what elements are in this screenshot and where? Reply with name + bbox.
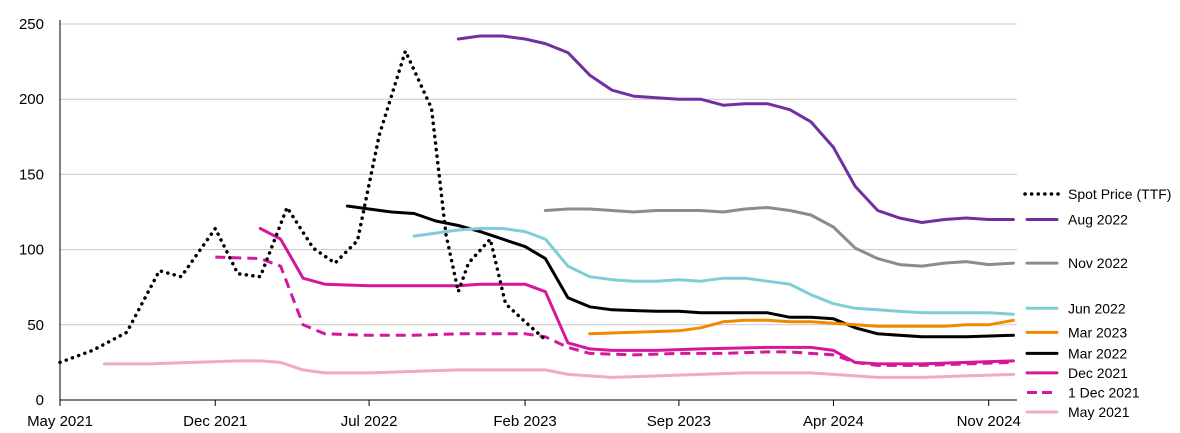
- legend-label: Aug 2022: [1068, 212, 1128, 228]
- legend-label: Dec 2021: [1068, 365, 1128, 381]
- y-tick-label: 200: [19, 91, 44, 108]
- legend: Spot Price (TTF) Aug 2022 Nov 2022 Jun 2022…: [1023, 186, 1171, 420]
- x-tick-label: Apr 2024: [803, 413, 864, 430]
- x-tick-label: Dec 2021: [183, 413, 247, 430]
- grid-lines: [60, 23, 1017, 326]
- legend-label: Jun 2022: [1068, 300, 1126, 316]
- x-axis-ticks: May 2021 Dec 2021 Jul 2022 Feb 2023 Sep 2023…: [27, 400, 1021, 430]
- legend-label: Mar 2023: [1068, 324, 1127, 340]
- y-axis-ticks: 0 50 100 150 200 250: [19, 16, 44, 409]
- x-tick-label: Sep 2023: [647, 413, 711, 430]
- legend-label: 1 Dec 2021: [1068, 384, 1140, 400]
- legend-label: Nov 2022: [1068, 255, 1128, 271]
- series-line-jun-2022: [412, 227, 1015, 316]
- series-line-spot-price-ttf-: [58, 49, 548, 365]
- x-tick-label: Feb 2023: [493, 413, 556, 430]
- legend-label: Spot Price (TTF): [1068, 186, 1171, 202]
- y-tick-label: 0: [36, 392, 44, 409]
- series-line-mar-2023: [588, 318, 1015, 336]
- legend-label: May 2021: [1068, 404, 1130, 420]
- series-line-may-2021: [102, 359, 1015, 379]
- series-line-nov-2022: [543, 206, 1015, 268]
- y-tick-label: 250: [19, 16, 44, 33]
- series-line-aug-2022: [456, 34, 1015, 224]
- y-tick-label: 150: [19, 166, 44, 183]
- legend-label: Mar 2022: [1068, 345, 1127, 361]
- x-tick-label: Jul 2022: [341, 413, 398, 430]
- y-tick-label: 50: [27, 317, 44, 334]
- series-line-dec-2021: [258, 227, 1015, 366]
- y-tick-label: 100: [19, 242, 44, 259]
- x-tick-label: Nov 2024: [957, 413, 1021, 430]
- series-lines: [58, 34, 1015, 379]
- x-tick-label: May 2021: [27, 413, 93, 430]
- series-line-mar-2022: [345, 204, 1015, 339]
- axes: [59, 20, 1017, 401]
